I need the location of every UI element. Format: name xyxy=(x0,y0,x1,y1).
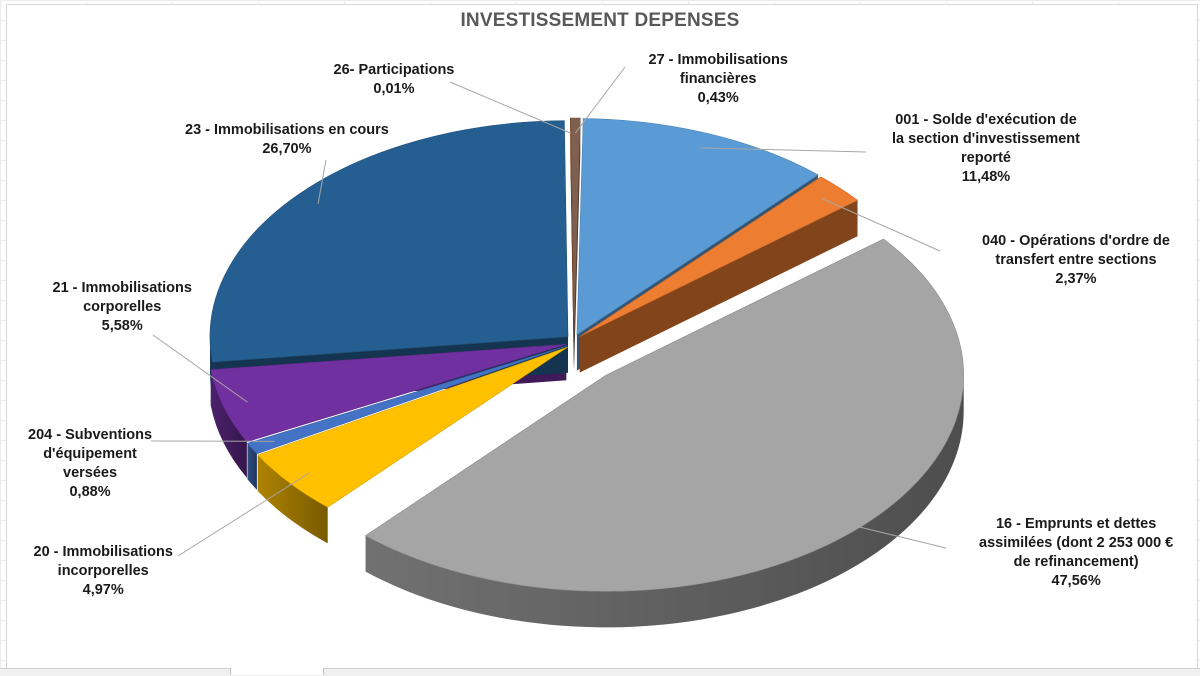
slice-percent: 4,97% xyxy=(34,581,173,600)
slice-label-line: 001 - Solde d'exécution de xyxy=(892,111,1080,130)
slice-label-line: transfert entre sections xyxy=(982,251,1170,270)
slice-label-line: 21 - Immobilisations xyxy=(53,279,192,298)
sheet-tab[interactable] xyxy=(230,668,324,675)
slice-percent: 0,88% xyxy=(28,483,152,502)
slice-label-line: 040 - Opérations d'ordre de xyxy=(982,232,1170,251)
slice-label-line: incorporelles xyxy=(34,562,173,581)
slice-label-line: la section d'investissement xyxy=(892,130,1080,149)
slice-label-line: assimilées (dont 2 253 000 € xyxy=(979,534,1173,553)
slice-percent: 0,01% xyxy=(334,80,455,99)
slice-label-line: de refinancement) xyxy=(979,553,1173,572)
slice-label-line: reporté xyxy=(892,149,1080,168)
slice-label-line: d'équipement xyxy=(28,445,152,464)
slice-percent: 11,48% xyxy=(892,168,1080,187)
slice-percent: 5,58% xyxy=(53,317,192,336)
slice-label-line: 204 - Subventions xyxy=(28,426,152,445)
slice-label-line: 26- Participations xyxy=(334,61,455,80)
slice-label-line: 20 - Immobilisations xyxy=(34,543,173,562)
slice-label-line: corporelles xyxy=(53,298,192,317)
slice-percent: 0,43% xyxy=(649,89,788,108)
slice-label-line: versées xyxy=(28,464,152,483)
slice-label-line: 23 - Immobilisations en cours xyxy=(185,121,389,140)
slice-label-line: 16 - Emprunts et dettes xyxy=(979,515,1173,534)
slice-percent: 2,37% xyxy=(982,270,1170,289)
slice-label-line: 27 - Immobilisations xyxy=(649,51,788,70)
slice-label-line: financières xyxy=(649,70,788,89)
slice-percent: 47,56% xyxy=(979,572,1173,591)
slice-percent: 26,70% xyxy=(185,140,389,159)
